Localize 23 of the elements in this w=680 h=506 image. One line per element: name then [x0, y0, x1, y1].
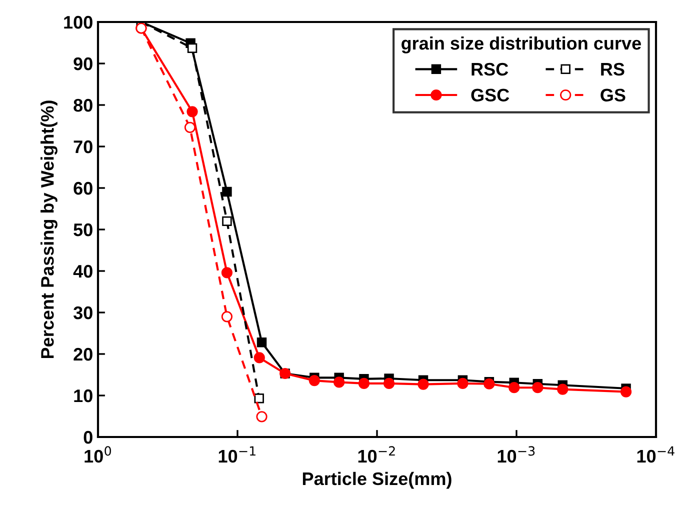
y-tick-label: 70	[74, 140, 92, 154]
y-tick-label: 30	[73, 306, 92, 320]
x-tick-label: 10$^{−1}$	[218, 446, 256, 463]
y-axis-title: Percent Passing by Weight(%)	[40, 100, 58, 358]
x-tick-label: 10$^{−3}$	[498, 446, 535, 463]
y-tick-label: 0	[84, 430, 92, 444]
y-tick-label: 40	[73, 264, 92, 278]
legend-label: GSC	[471, 88, 510, 102]
y-tick-label: 80	[74, 98, 92, 112]
y-tick-label: 20	[74, 348, 92, 361]
legend-label: GS	[600, 88, 626, 102]
y-tick-label: 50	[74, 223, 92, 236]
y-tick-label: 60	[74, 182, 92, 195]
legend-title: grain size distribution curve	[402, 36, 641, 54]
x-tick-label: 10$^{0}$	[84, 446, 112, 463]
legend-label: RSC	[472, 62, 508, 76]
x-tick-label: 10$^{−4}$	[637, 446, 674, 463]
x-axis-title: Particle Size(mm)	[302, 472, 452, 489]
y-tick-label: 100	[64, 16, 92, 29]
y-tick-label: 90	[74, 57, 92, 70]
legend-label: RS	[601, 62, 624, 76]
y-tick-label: 10	[74, 389, 92, 402]
x-tick-label: 10$^{−2}$	[358, 446, 395, 463]
